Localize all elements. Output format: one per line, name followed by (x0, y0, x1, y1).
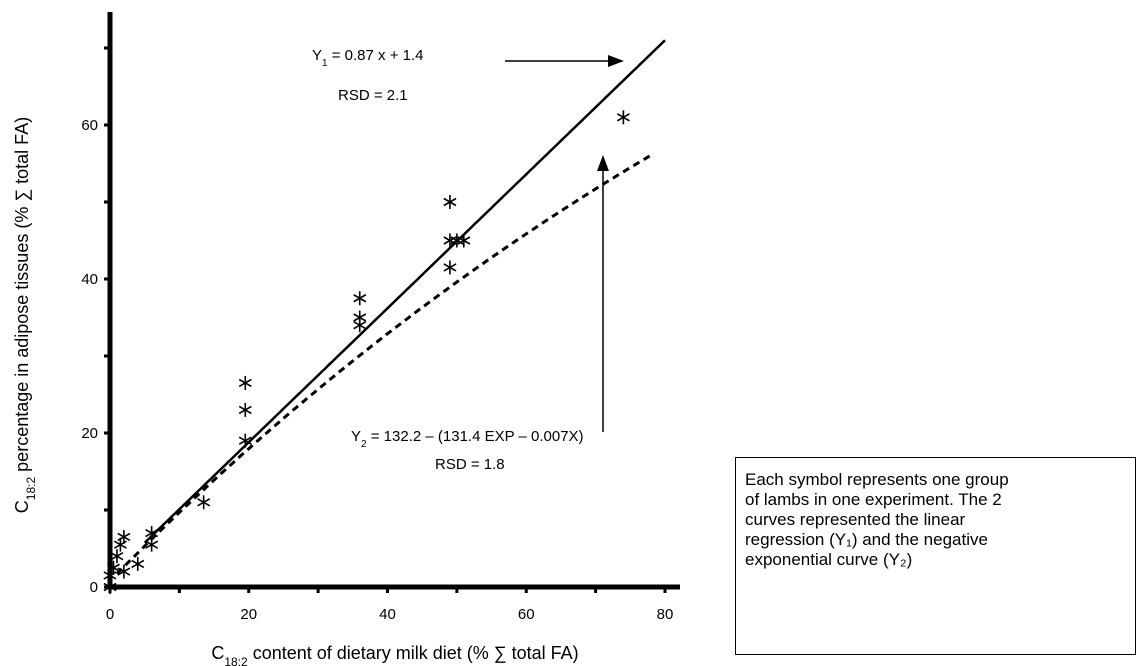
data-point (145, 526, 159, 541)
y1-arrow-head (608, 55, 624, 67)
annotation-arrows (505, 55, 624, 432)
note-line: exponential curve (Y₂) (745, 550, 913, 569)
fit-line-y1 (143, 39, 666, 544)
y2-equation: Y2 = 132.2 – (131.4 EXP – 0.007X) (351, 428, 584, 450)
fit-line-y2 (115, 153, 652, 575)
note-line: regression (Y₁) and the negative (745, 530, 988, 549)
data-point (117, 564, 131, 579)
y2-rsd: RSD = 1.8 (435, 456, 505, 473)
data-points (103, 110, 630, 594)
data-point (443, 260, 457, 275)
legend-note-box: Each symbol represents one group of lamb… (735, 457, 1136, 655)
fit-lines (115, 39, 666, 575)
note-line: of lambs in one experiment. The 2 (745, 490, 1002, 509)
ticks: 0 20 40 60 0 20 40 60 80 (81, 46, 674, 623)
data-point (110, 549, 124, 564)
x-tick-label: 20 (240, 606, 257, 623)
y-axis-title: C18:2 percentage in adipose tissues (% ∑… (12, 117, 38, 513)
data-point (197, 495, 211, 510)
note-line: Each symbol represents one group (745, 470, 1009, 489)
y-tick-label: 60 (81, 117, 98, 134)
data-point (238, 433, 252, 448)
x-tick-label: 40 (379, 606, 396, 623)
axes (107, 12, 680, 590)
note-line: curves represented the linear (745, 510, 966, 529)
data-point (353, 310, 367, 325)
data-point (117, 529, 131, 544)
data-point (238, 402, 252, 417)
x-axis-title: C18:2 content of dietary milk diet (% ∑ … (211, 643, 578, 666)
y1-equation: Y1 = 0.87 x + 1.4 (312, 47, 423, 69)
y1-rsd: RSD = 2.1 (338, 87, 408, 104)
data-point (353, 291, 367, 306)
x-tick-label: 60 (518, 606, 535, 623)
data-point (457, 233, 471, 248)
data-point (106, 560, 120, 575)
data-point (238, 375, 252, 390)
y-tick-label: 0 (90, 579, 98, 596)
y-tick-label: 40 (81, 271, 98, 288)
y2-arrow-head (597, 155, 609, 171)
x-tick-label: 0 (106, 606, 114, 623)
x-tick-label: 80 (657, 606, 674, 623)
data-point (616, 110, 630, 125)
data-point (131, 556, 145, 571)
data-point (443, 195, 457, 209)
y-tick-label: 20 (81, 425, 98, 442)
